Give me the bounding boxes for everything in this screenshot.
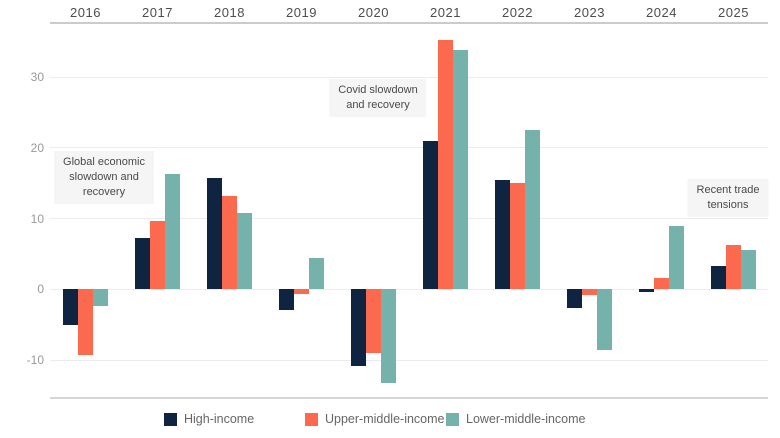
legend-label-lower-middle-income: Lower-middle-income xyxy=(466,412,586,426)
year-label-2016: 2016 xyxy=(70,5,101,20)
bar-2019-lower-middle-income[interactable] xyxy=(309,258,324,290)
gridline-20 xyxy=(50,147,768,149)
bar-2025-high-income[interactable] xyxy=(711,265,726,290)
bar-2016-high-income[interactable] xyxy=(63,289,78,326)
year-label-2017: 2017 xyxy=(142,5,173,20)
bar-2022-lower-middle-income[interactable] xyxy=(525,129,540,290)
legend-item-high-income[interactable]: High-income xyxy=(164,412,254,427)
legend: High-income Upper-middle-income Lower-midd… xyxy=(0,409,780,433)
bar-2020-lower-middle-income[interactable] xyxy=(381,289,396,383)
bar-2025-lower-middle-income[interactable] xyxy=(741,249,756,290)
bar-2023-upper-middle-income[interactable] xyxy=(582,289,597,295)
bar-2016-lower-middle-income[interactable] xyxy=(93,289,108,307)
gridline--10 xyxy=(50,359,768,361)
bar-2021-high-income[interactable] xyxy=(423,140,438,290)
annotation-line: recovery xyxy=(82,186,126,198)
bar-2025-upper-middle-income[interactable] xyxy=(726,244,741,290)
annotation-line: slowdown and xyxy=(69,171,139,183)
annotation-line: Global economic xyxy=(63,156,145,168)
year-label-2021: 2021 xyxy=(430,5,461,20)
annotation-covid-slowdown: Covid slowdown and recovery xyxy=(329,79,427,117)
gridline-10 xyxy=(50,218,768,220)
annotation-line: Covid slowdown xyxy=(338,84,418,96)
year-label-2025: 2025 xyxy=(718,5,749,20)
y-axis-tick-10: 10 xyxy=(30,211,44,226)
annotation-line: tensions xyxy=(707,199,749,211)
annotation-recent-trade: Recent trade tensions xyxy=(687,179,769,217)
high-income-swatch-icon xyxy=(164,413,177,426)
legend-label-high-income: High-income xyxy=(184,412,255,426)
upper-middle-income-swatch-icon xyxy=(305,413,318,426)
annotation-line: and recovery xyxy=(346,99,410,111)
lower-middle-income-swatch-icon xyxy=(446,413,459,426)
y-axis-tick--10: -10 xyxy=(26,353,44,367)
year-label-2022: 2022 xyxy=(502,5,533,20)
year-label-2023: 2023 xyxy=(574,5,605,20)
bar-2021-upper-middle-income[interactable] xyxy=(438,40,453,290)
bar-2024-lower-middle-income[interactable] xyxy=(669,225,684,290)
bar-2020-high-income[interactable] xyxy=(351,289,366,366)
bar-2024-upper-middle-income[interactable] xyxy=(654,277,669,290)
y-axis-tick-20: 20 xyxy=(30,140,44,155)
bar-2017-upper-middle-income[interactable] xyxy=(150,221,165,290)
bar-2019-upper-middle-income[interactable] xyxy=(294,289,309,294)
year-label-2018: 2018 xyxy=(214,5,245,20)
y-axis-tick-30: 30 xyxy=(30,70,44,85)
legend-item-lower-middle-income[interactable]: Lower-middle-income xyxy=(446,412,586,427)
bar-2016-upper-middle-income[interactable] xyxy=(78,289,93,356)
year-label-2019: 2019 xyxy=(286,5,317,20)
year-label-2024: 2024 xyxy=(646,5,677,20)
bar-2024-high-income[interactable] xyxy=(639,289,654,293)
bar-2020-upper-middle-income[interactable] xyxy=(366,289,381,353)
bar-2019-high-income[interactable] xyxy=(279,289,294,310)
bar-2018-high-income[interactable] xyxy=(207,178,222,290)
gridline-30 xyxy=(50,76,768,78)
bar-2022-high-income[interactable] xyxy=(495,179,510,290)
y-axis-tick-0: 0 xyxy=(37,282,44,297)
bar-2023-high-income[interactable] xyxy=(567,289,582,309)
bar-2018-upper-middle-income[interactable] xyxy=(222,195,237,290)
bar-2017-lower-middle-income[interactable] xyxy=(165,174,180,290)
annotation-line: Recent trade xyxy=(696,184,760,196)
gridline-0 xyxy=(50,288,768,290)
legend-label-upper-middle-income: Upper-middle-income xyxy=(325,412,445,426)
bottom-axis-line xyxy=(50,397,768,399)
year-label-2020: 2020 xyxy=(358,5,389,20)
legend-item-upper-middle-income[interactable]: Upper-middle-income xyxy=(305,412,445,427)
annotation-global-economic: Global economic slowdown and recovery xyxy=(54,151,154,204)
bar-2021-lower-middle-income[interactable] xyxy=(453,49,468,290)
bar-2017-high-income[interactable] xyxy=(135,238,150,290)
bar-2023-lower-middle-income[interactable] xyxy=(597,289,612,351)
bar-2018-lower-middle-income[interactable] xyxy=(237,212,252,290)
top-axis-line xyxy=(50,21,768,24)
bar-2022-upper-middle-income[interactable] xyxy=(510,183,525,290)
